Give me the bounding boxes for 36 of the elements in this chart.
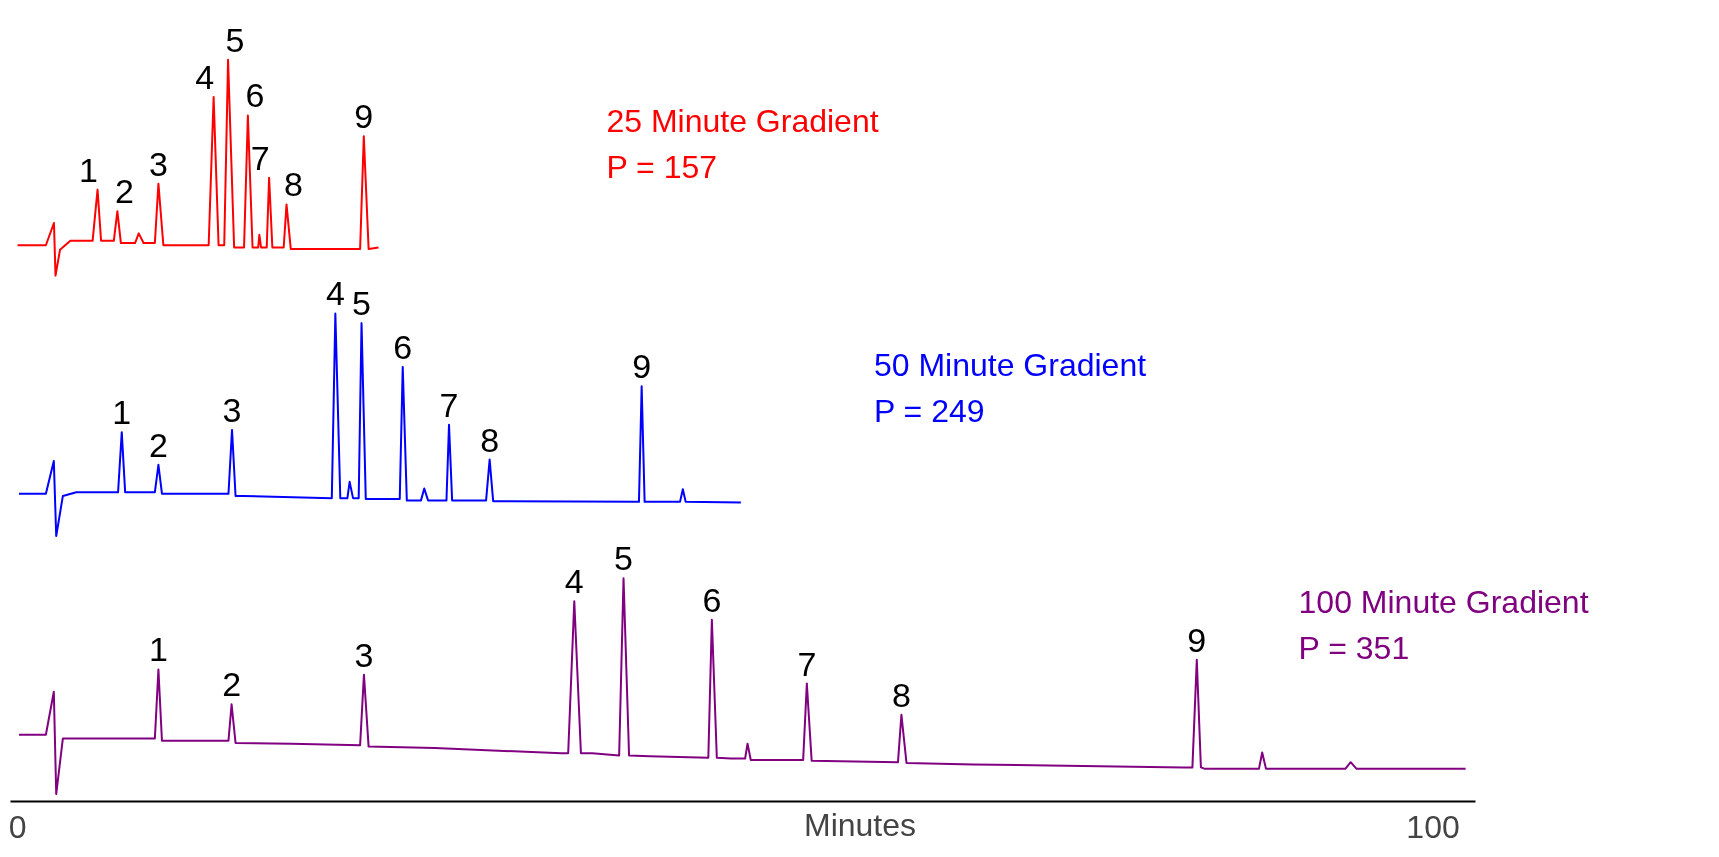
annotation: P = 157	[606, 149, 718, 186]
annotation: 1	[112, 393, 132, 432]
annotation: 5	[225, 20, 245, 59]
x-tick-label: 100	[1406, 808, 1460, 845]
x-tick-label: 0	[8, 808, 27, 845]
annotation: 4	[564, 562, 584, 601]
text: 50 Minute Gradient	[873, 346, 1147, 383]
annotation: 3	[222, 390, 242, 429]
annotation: 8	[891, 675, 911, 714]
annotation: 7	[250, 138, 270, 177]
annotation: 1	[148, 630, 168, 669]
annotation: 9	[632, 347, 652, 386]
annotation: 2	[222, 665, 242, 704]
annotation: 7	[797, 644, 817, 683]
annotation: 5	[352, 284, 371, 323]
annotation: 9	[354, 97, 374, 136]
annotation: 2	[148, 425, 168, 464]
text: 100 Minute Gradient	[1298, 583, 1589, 620]
x-axis-title: Minutes	[803, 806, 917, 843]
annotation: 6	[702, 580, 722, 619]
annotation: P = 351	[1298, 629, 1410, 666]
annotation: 4	[195, 57, 215, 96]
annotation: 6	[245, 76, 265, 115]
annotation: 6	[393, 327, 413, 366]
annotation: 7	[439, 385, 459, 424]
annotation: 3	[148, 144, 168, 183]
text: 25 Minute Gradient	[606, 103, 879, 140]
annotation: 5	[614, 539, 633, 578]
annotation: 2	[114, 172, 134, 211]
annotation: 4	[325, 274, 345, 313]
annotation: 3	[354, 635, 374, 674]
annotation: 8	[480, 420, 500, 459]
annotation: 8	[284, 165, 303, 204]
annotation: 9	[1187, 620, 1207, 659]
annotation: P = 249	[873, 392, 985, 429]
annotation: 1	[79, 150, 99, 189]
